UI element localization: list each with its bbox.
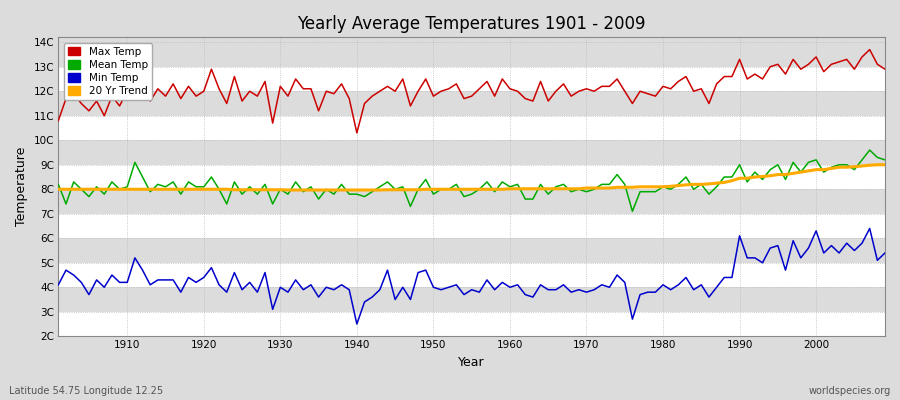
Bar xyxy=(58,238,885,263)
Bar xyxy=(58,42,885,67)
Text: worldspecies.org: worldspecies.org xyxy=(809,386,891,396)
Bar xyxy=(58,263,885,287)
Bar xyxy=(58,67,885,91)
Bar xyxy=(58,140,885,165)
Bar xyxy=(58,287,885,312)
Bar xyxy=(58,189,885,214)
Bar xyxy=(58,214,885,238)
Bar xyxy=(58,165,885,189)
Bar xyxy=(58,116,885,140)
Legend: Max Temp, Mean Temp, Min Temp, 20 Yr Trend: Max Temp, Mean Temp, Min Temp, 20 Yr Tre… xyxy=(64,42,152,100)
Title: Yearly Average Temperatures 1901 - 2009: Yearly Average Temperatures 1901 - 2009 xyxy=(297,15,646,33)
Text: Latitude 54.75 Longitude 12.25: Latitude 54.75 Longitude 12.25 xyxy=(9,386,163,396)
Y-axis label: Temperature: Temperature xyxy=(15,147,28,226)
Bar xyxy=(58,91,885,116)
X-axis label: Year: Year xyxy=(458,356,485,369)
Bar xyxy=(58,312,885,336)
